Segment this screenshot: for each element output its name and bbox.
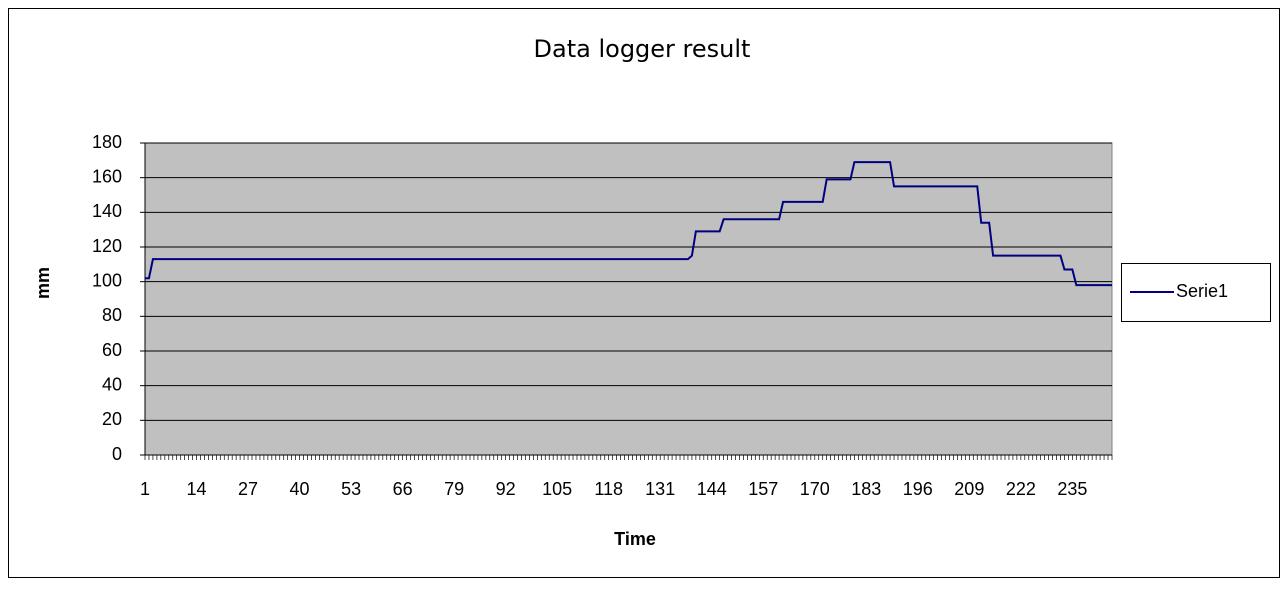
x-tick-label: 79: [444, 479, 464, 499]
y-tick-label: 100: [92, 270, 122, 290]
y-tick-label: 40: [102, 374, 122, 394]
legend: Serie1: [1121, 263, 1271, 322]
y-tick-label: 60: [102, 340, 122, 360]
y-tick-label: 140: [92, 201, 122, 221]
y-tick-label: 180: [92, 132, 122, 152]
x-tick-label: 144: [697, 479, 727, 499]
chart-title: Data logger result: [534, 35, 751, 63]
x-tick-label: 14: [187, 479, 207, 499]
y-tick-label: 20: [102, 409, 122, 429]
x-tick-label: 105: [542, 479, 572, 499]
x-tick-label: 27: [238, 479, 258, 499]
x-tick-label: 40: [290, 479, 310, 499]
x-tick-label: 1: [140, 479, 150, 499]
legend-label: Serie1: [1176, 281, 1228, 301]
x-tick-label: 183: [851, 479, 881, 499]
y-axis-title: mm: [33, 267, 53, 299]
plot-area: [144, 142, 1113, 456]
x-tick-label: 53: [341, 479, 361, 499]
x-tick-label: 196: [903, 479, 933, 499]
x-tick-label: 157: [748, 479, 778, 499]
x-tick-label: 222: [1006, 479, 1036, 499]
y-tick-label: 120: [92, 236, 122, 256]
x-axis-title: Time: [614, 529, 656, 549]
y-tick-label: 160: [92, 166, 122, 186]
x-tick-label: 131: [645, 479, 675, 499]
x-tick-label: 118: [594, 479, 623, 499]
x-tick-label: 170: [800, 479, 830, 499]
y-tick-label: 0: [112, 444, 122, 464]
x-tick-label: 92: [496, 479, 516, 499]
x-tick-label: 209: [954, 479, 984, 499]
x-tick-label: 66: [393, 479, 413, 499]
data-line: [145, 161, 1112, 287]
y-tick-label: 80: [102, 305, 122, 325]
x-tick-label: 235: [1057, 479, 1087, 499]
